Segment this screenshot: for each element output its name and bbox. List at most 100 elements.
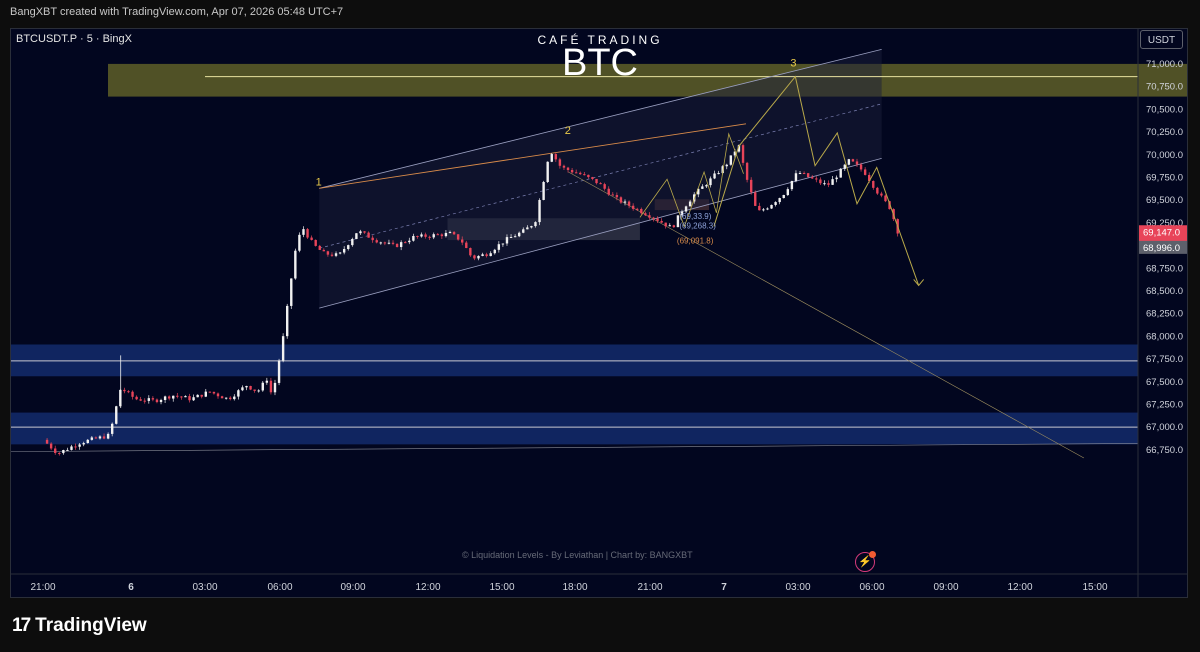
- x-tick-label: 21:00: [637, 582, 662, 593]
- candle-body: [574, 172, 578, 174]
- candle-body: [151, 398, 155, 400]
- notification-dot: [869, 551, 876, 558]
- candle-body: [493, 249, 496, 254]
- candle-body: [855, 161, 859, 165]
- candle-body: [631, 205, 635, 209]
- candle-body: [408, 240, 411, 243]
- candle-body: [192, 397, 195, 401]
- candle-body: [627, 201, 631, 206]
- candle-body: [868, 174, 871, 182]
- candle-body: [347, 245, 350, 250]
- candle-body: [302, 229, 305, 235]
- candle-body: [375, 240, 378, 243]
- candle-body: [456, 234, 460, 240]
- candle-body: [131, 391, 134, 397]
- candle-body: [684, 206, 688, 212]
- candle-body: [379, 242, 383, 244]
- projection-line: [568, 171, 1085, 459]
- candle-body: [538, 199, 541, 223]
- candle-body: [827, 183, 830, 185]
- candle-body: [184, 396, 187, 398]
- candle-body: [835, 177, 838, 180]
- y-tick-label: 70,250.0: [1146, 127, 1183, 138]
- candle-body: [155, 399, 159, 403]
- arrow-down-icon: [913, 279, 925, 287]
- candle-body: [78, 444, 81, 447]
- candle-body: [387, 242, 391, 244]
- candle-body: [123, 389, 126, 392]
- candle-body: [477, 255, 480, 259]
- candle-body: [725, 164, 728, 167]
- candle-body: [383, 242, 387, 244]
- candle-body: [135, 396, 138, 400]
- wave-projection: [713, 75, 920, 286]
- candle-body: [481, 254, 484, 256]
- candle-body: [823, 183, 826, 185]
- candle-body: [424, 234, 427, 237]
- candle-body: [497, 244, 501, 250]
- candle-body: [62, 450, 65, 454]
- candle-body: [513, 236, 517, 238]
- wave-label-3: 3: [790, 58, 796, 70]
- candle-body: [342, 249, 346, 253]
- candle-body: [176, 395, 179, 397]
- candle-body: [233, 396, 236, 400]
- candle-body: [127, 391, 130, 393]
- channel-fill: [319, 49, 882, 309]
- candle-body: [839, 168, 842, 178]
- candle-body: [501, 243, 505, 245]
- candle-body: [668, 225, 671, 227]
- candle-body: [412, 235, 415, 241]
- y-tick-label: 67,750.0: [1146, 354, 1183, 365]
- candle-body: [188, 396, 191, 401]
- x-tick-label: 06:00: [267, 582, 292, 593]
- symbol-label[interactable]: BTCUSDT.P · 5 · BingX: [16, 33, 132, 45]
- candle-body: [54, 448, 57, 453]
- x-tick-label: 06:00: [859, 582, 884, 593]
- y-tick-label: 69,250.0: [1146, 218, 1183, 229]
- candle-body: [473, 255, 476, 259]
- x-tick-label: 18:00: [562, 582, 587, 593]
- candle-body: [745, 162, 749, 180]
- candle-body: [306, 229, 309, 238]
- candle-body: [705, 185, 708, 187]
- candle-body: [876, 187, 879, 194]
- candle-body: [428, 236, 431, 238]
- candle-body: [640, 208, 643, 214]
- candle-body: [806, 173, 810, 178]
- candle-body: [554, 154, 558, 160]
- candle-body: [611, 194, 614, 196]
- candle-body: [583, 174, 586, 176]
- candle-body: [843, 164, 846, 169]
- y-tick-label: 67,000.0: [1146, 422, 1183, 433]
- candle-body: [172, 395, 175, 399]
- candle-body: [461, 239, 464, 243]
- wave-label-2: 2: [565, 125, 571, 137]
- candle-body: [623, 201, 627, 203]
- lightning-icon[interactable]: ⚡: [855, 551, 876, 572]
- candle-body: [603, 184, 606, 189]
- candle-body: [294, 250, 297, 279]
- candle-body: [200, 394, 203, 397]
- liquidation-zone-lower: [11, 412, 1138, 445]
- candle-body: [884, 195, 887, 202]
- price-chart[interactable]: 1 2 3 (69,33.9)(69,268.3) (69,091.8) 71,000.0…: [11, 29, 1188, 598]
- channel-upper: [319, 48, 882, 189]
- tradingview-logo[interactable]: 17 TradingView: [12, 615, 147, 637]
- candle-body: [448, 232, 452, 234]
- candle-body: [318, 245, 321, 250]
- y-tick-label: 70,750.0: [1146, 82, 1183, 93]
- box-label-orange: (69,091.8): [677, 237, 714, 246]
- candle-body: [749, 179, 753, 193]
- candle-body: [672, 225, 676, 228]
- candle-body: [717, 173, 720, 175]
- currency-button[interactable]: USDT: [1140, 30, 1183, 49]
- x-tick-label: 03:00: [192, 582, 217, 593]
- y-tick-label: 71,000.0: [1146, 59, 1183, 70]
- candle-body: [90, 437, 94, 440]
- chart-frame[interactable]: 1 2 3 (69,33.9) (69,268.3) (69,091.8) 71,000.0…: [10, 28, 1188, 598]
- candle-body: [546, 161, 549, 182]
- candle-body: [163, 396, 167, 400]
- candle-body: [257, 390, 260, 392]
- y-tick-label: 69,500.0: [1146, 195, 1183, 206]
